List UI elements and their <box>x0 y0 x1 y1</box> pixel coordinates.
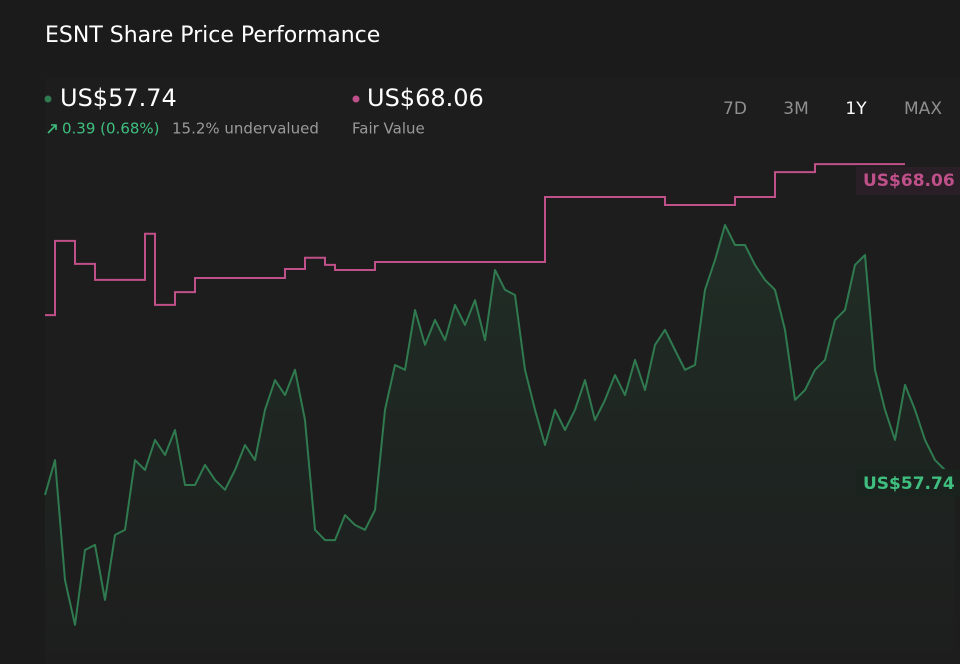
price-change: 0.39 (0.68%) <box>62 120 160 138</box>
range-button[interactable]: 7D <box>723 99 747 119</box>
range-button[interactable]: MAX <box>904 99 942 119</box>
price-area <box>45 224 955 662</box>
fair-value: US$68.06 <box>367 84 484 112</box>
fair-value-dot <box>352 95 360 103</box>
fair-value-label: Fair Value <box>352 120 425 138</box>
price-line <box>44 223 956 626</box>
fair-value-tag <box>856 167 960 195</box>
price-dot <box>44 95 52 103</box>
valuation: 15.2% undervalued <box>172 120 319 138</box>
chart-title: ESNT Share Price Performance <box>45 23 380 48</box>
range-selector: 7D 3M 1Y MAX <box>723 99 942 119</box>
range-button[interactable]: 1Y <box>845 99 867 119</box>
price-tag-label: US$57.74 <box>863 474 955 494</box>
plot: US$68.06 US$57.74 <box>44 163 960 662</box>
up-arrow <box>47 124 57 134</box>
fair-value-tag-label: US$68.06 <box>863 171 955 191</box>
price: US$57.74 <box>60 84 177 112</box>
range-button[interactable]: 3M <box>783 99 808 119</box>
price-tag <box>856 469 960 497</box>
fair-value-line <box>45 163 905 317</box>
